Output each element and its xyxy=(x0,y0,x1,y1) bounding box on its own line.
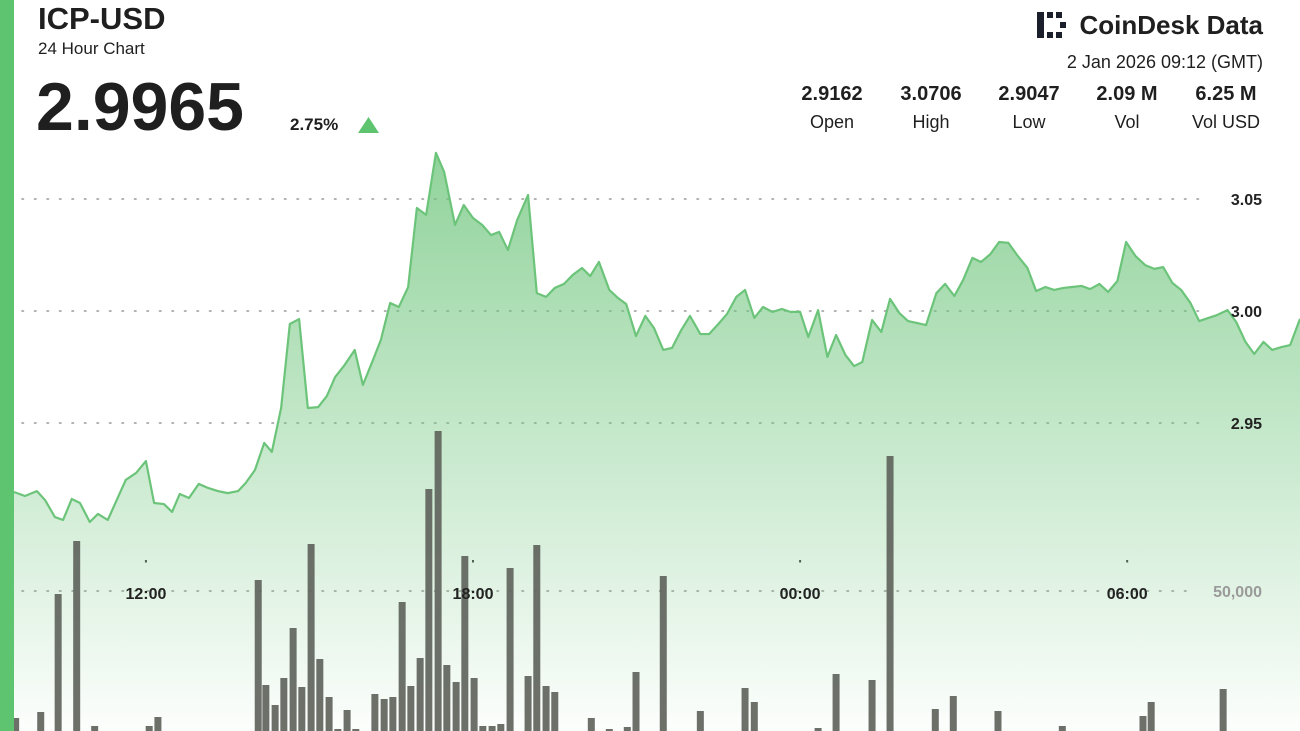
volume-bar xyxy=(994,710,1002,731)
volume-bar xyxy=(54,593,62,731)
volume-bar xyxy=(605,729,613,731)
volume-bar xyxy=(280,677,288,731)
symbol: ICP-USD xyxy=(38,1,165,36)
price-line xyxy=(13,151,1300,524)
volume-bar xyxy=(398,602,406,731)
stat-value: 2.09 M xyxy=(1096,83,1157,105)
stat-label: Low xyxy=(1012,112,1046,132)
volume-bar xyxy=(154,717,162,731)
price: 2.9965 xyxy=(36,69,244,145)
volume-bar xyxy=(741,688,749,731)
volume-bar xyxy=(289,627,297,731)
y-tick-label: 2.95 xyxy=(1231,416,1262,433)
y-tick-label: 3.05 xyxy=(1231,192,1262,209)
volume-bar xyxy=(886,456,894,731)
volume-bar xyxy=(262,684,270,731)
x-tick-label: 12:00 xyxy=(125,586,166,603)
volume-bar xyxy=(623,726,631,731)
volume-bar xyxy=(380,698,388,731)
volume-bar xyxy=(307,543,315,731)
stat-value: 2.9162 xyxy=(801,83,862,105)
volume-bar xyxy=(814,728,822,731)
volume-bar xyxy=(352,729,360,731)
volume-bar xyxy=(632,672,640,731)
logo-dot xyxy=(1047,12,1053,18)
volume-bar xyxy=(542,686,550,731)
volume-bar xyxy=(416,658,424,731)
timestamp: 2 Jan 2026 09:12 (GMT) xyxy=(1067,52,1263,72)
stat-value: 6.25 M xyxy=(1195,83,1256,105)
stat-value: 2.9047 xyxy=(998,83,1059,105)
stat-value: 3.0706 xyxy=(900,83,961,105)
logo-dot xyxy=(1056,12,1062,18)
logo-dot xyxy=(1060,22,1066,28)
up-arrow xyxy=(358,117,379,133)
volume-bar xyxy=(452,682,460,731)
volume-bar xyxy=(371,694,379,731)
volume-bar xyxy=(931,709,939,731)
stat-label: Open xyxy=(810,112,854,132)
volume-bar xyxy=(254,579,262,731)
x-tick-label: 18:00 xyxy=(453,586,494,603)
volume-bar xyxy=(425,488,433,731)
x-tick-label: 00:00 xyxy=(780,586,821,603)
plot-area: 2.95 3.00 3.05 50,000 12:00 18:00 00:00 06:00 xyxy=(12,151,1300,731)
volume-bar xyxy=(407,686,415,731)
logo-bar xyxy=(1037,12,1044,38)
volume-bar xyxy=(696,710,704,731)
y2-tick-label: 50,000 xyxy=(1213,584,1262,601)
volume-bar xyxy=(343,710,351,731)
volume-bar xyxy=(12,717,20,731)
volume-bar xyxy=(470,677,478,731)
volume-bar xyxy=(434,430,442,731)
volume-bar xyxy=(91,725,99,731)
volume-bar xyxy=(145,725,153,731)
volume-bar xyxy=(334,729,342,731)
volume-bar xyxy=(524,675,532,731)
volume-bar xyxy=(37,711,45,731)
stat-label: Vol USD xyxy=(1192,112,1260,132)
brand: CoinDesk Data xyxy=(1080,10,1264,40)
stat-label: Vol xyxy=(1114,112,1139,132)
volume-bar xyxy=(488,725,496,731)
volume-bar xyxy=(271,704,279,731)
volume-bar xyxy=(659,576,667,731)
volume-bar xyxy=(389,696,397,731)
change: 2.75% xyxy=(290,115,338,134)
volume-bar xyxy=(832,674,840,731)
brand-logo xyxy=(1037,12,1066,38)
volume-bar xyxy=(479,725,487,731)
tick-labels: 2.95 3.00 3.05 50,000 12:00 18:00 00:00 06:00 xyxy=(125,192,1262,603)
volume-bar xyxy=(750,702,758,731)
area-fill xyxy=(14,152,1300,731)
volume-bar xyxy=(533,544,541,731)
volume-bar xyxy=(587,717,595,731)
series xyxy=(12,151,1300,731)
logo-dot xyxy=(1047,32,1053,38)
volume-bar xyxy=(325,696,333,731)
volume-bar xyxy=(298,687,306,731)
logo-dot xyxy=(1056,32,1062,38)
volume-bar xyxy=(868,680,876,731)
volume-bar xyxy=(316,659,324,731)
volume-bar xyxy=(1147,702,1155,731)
volume-bar xyxy=(1139,716,1147,731)
volume-bar xyxy=(1058,725,1066,731)
stats: 2.9162 Open 3.0706 High 2.9047 Low 2.09 M Vol 6.… xyxy=(801,83,1260,132)
volume-bar xyxy=(506,568,514,731)
volume-bar xyxy=(551,691,559,731)
volume-bar xyxy=(73,541,81,731)
y-tick-label: 3.00 xyxy=(1231,304,1262,321)
accent-stripe xyxy=(0,0,14,731)
volume-bar xyxy=(949,696,957,731)
volume-bar xyxy=(461,556,469,731)
volume-bar xyxy=(497,724,505,731)
subtitle: 24 Hour Chart xyxy=(38,39,145,58)
volume-bar xyxy=(443,665,451,731)
x-tick-label: 06:00 xyxy=(1107,586,1148,603)
volume-bar xyxy=(1219,689,1227,731)
stat-label: High xyxy=(912,112,949,132)
